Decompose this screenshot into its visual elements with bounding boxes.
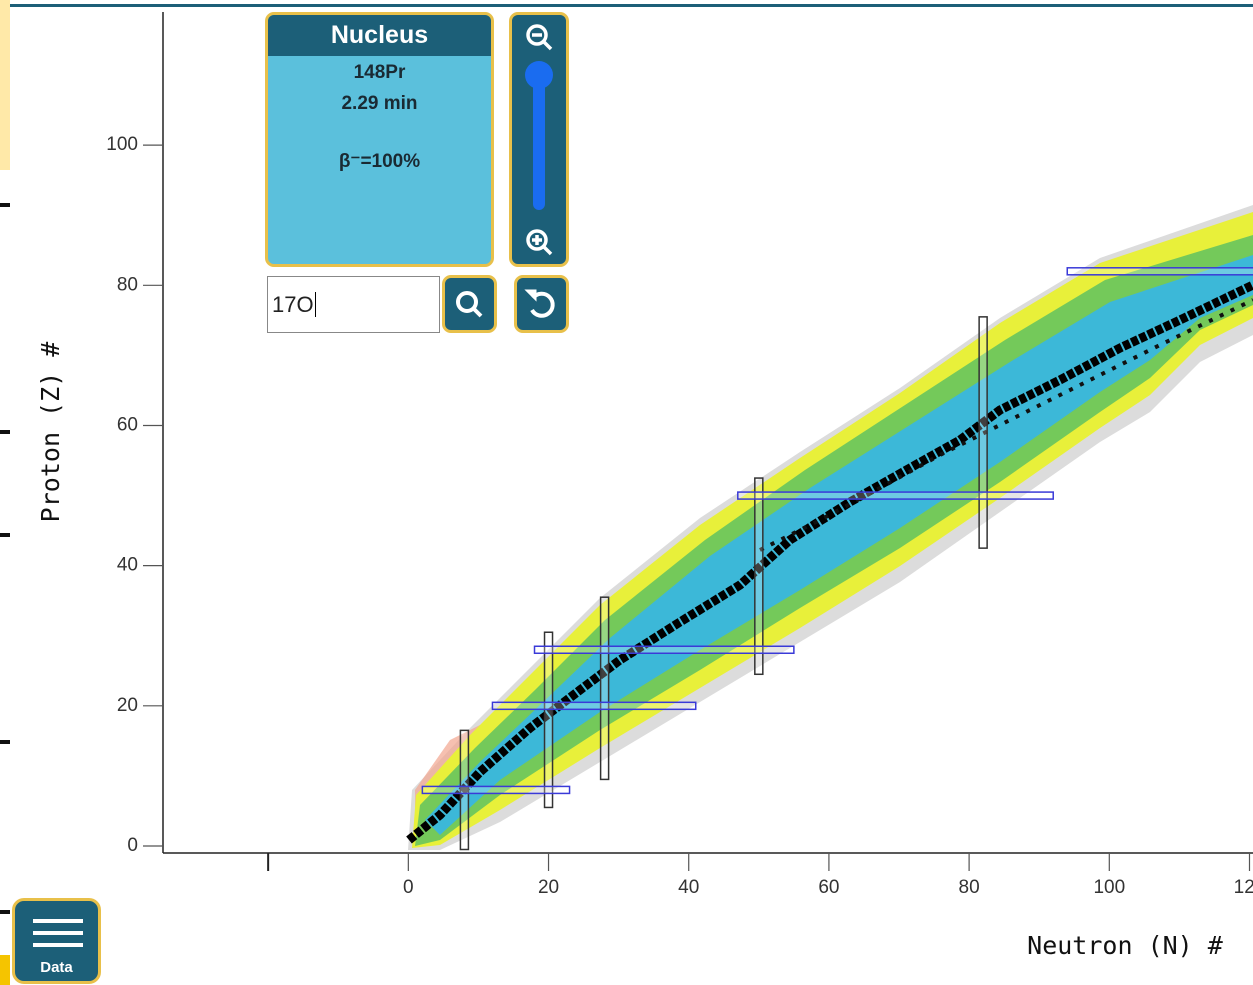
y-tick-label: 80 [117, 274, 138, 295]
nuclide: 148Pr [353, 62, 406, 83]
x-tick-label: 100 [1093, 877, 1125, 898]
neutron-magic-band [459, 729, 470, 851]
y-axis-label: Proton (Z) # [36, 342, 65, 523]
y-tick-label: 60 [117, 415, 138, 436]
neutron-magic-band [543, 631, 554, 809]
search-button[interactable] [442, 275, 497, 333]
panel-title: Nucleus [268, 15, 491, 56]
search-input[interactable]: 17O [267, 276, 440, 333]
decay-mode: β⁻=100% [338, 151, 421, 172]
reset-button[interactable] [514, 275, 569, 333]
reset-icon [524, 289, 555, 318]
caret [314, 292, 316, 317]
x-tick-label: 80 [959, 877, 980, 898]
y-tick-label: 40 [117, 555, 138, 576]
side-strip [0, 955, 10, 985]
proton-magic-band [533, 645, 795, 655]
side-ticks [0, 203, 10, 914]
half-life: 2.29 min [341, 93, 418, 114]
x-tick-label: 20 [538, 877, 559, 898]
top-bar [10, 4, 1253, 7]
data-menu-button[interactable]: Data [12, 898, 101, 984]
nuclide-band [406, 205, 1253, 850]
nucleus-panel: Nucleus 148Pr 2.29 min β⁻=100% [265, 12, 494, 267]
zoom-handle[interactable] [525, 61, 553, 89]
y-tick-label: 0 [127, 835, 138, 856]
menu-label: Data [40, 959, 73, 976]
side-strip [0, 0, 10, 170]
proton-magic-band [1066, 267, 1253, 276]
zoom-in[interactable] [526, 229, 553, 256]
axes [162, 12, 1253, 854]
search-icon [456, 291, 483, 318]
y-tick-label: 100 [106, 134, 138, 155]
search-text: 17O [272, 292, 314, 317]
neutron-magic-band [599, 596, 610, 781]
zoom-track [533, 75, 545, 210]
x-tick-label: 120 [1234, 877, 1253, 898]
y-tick-label: 20 [117, 695, 138, 716]
zoom-out[interactable] [526, 24, 553, 51]
x-axis-label: Neutron (N) # [1027, 931, 1223, 960]
proton-magic-band [737, 491, 1054, 500]
x-tick-label: 40 [678, 877, 699, 898]
zoom-panel [509, 12, 569, 267]
zoom-controls [525, 24, 553, 256]
menu-icon [33, 919, 83, 947]
proton-magic-band [491, 701, 697, 711]
x-tick-label: 0 [403, 877, 414, 898]
neutron-magic-band [754, 477, 764, 676]
neutron-magic-band [978, 316, 988, 549]
x-tick-label: 60 [818, 877, 839, 898]
proton-magic-band [421, 785, 571, 795]
